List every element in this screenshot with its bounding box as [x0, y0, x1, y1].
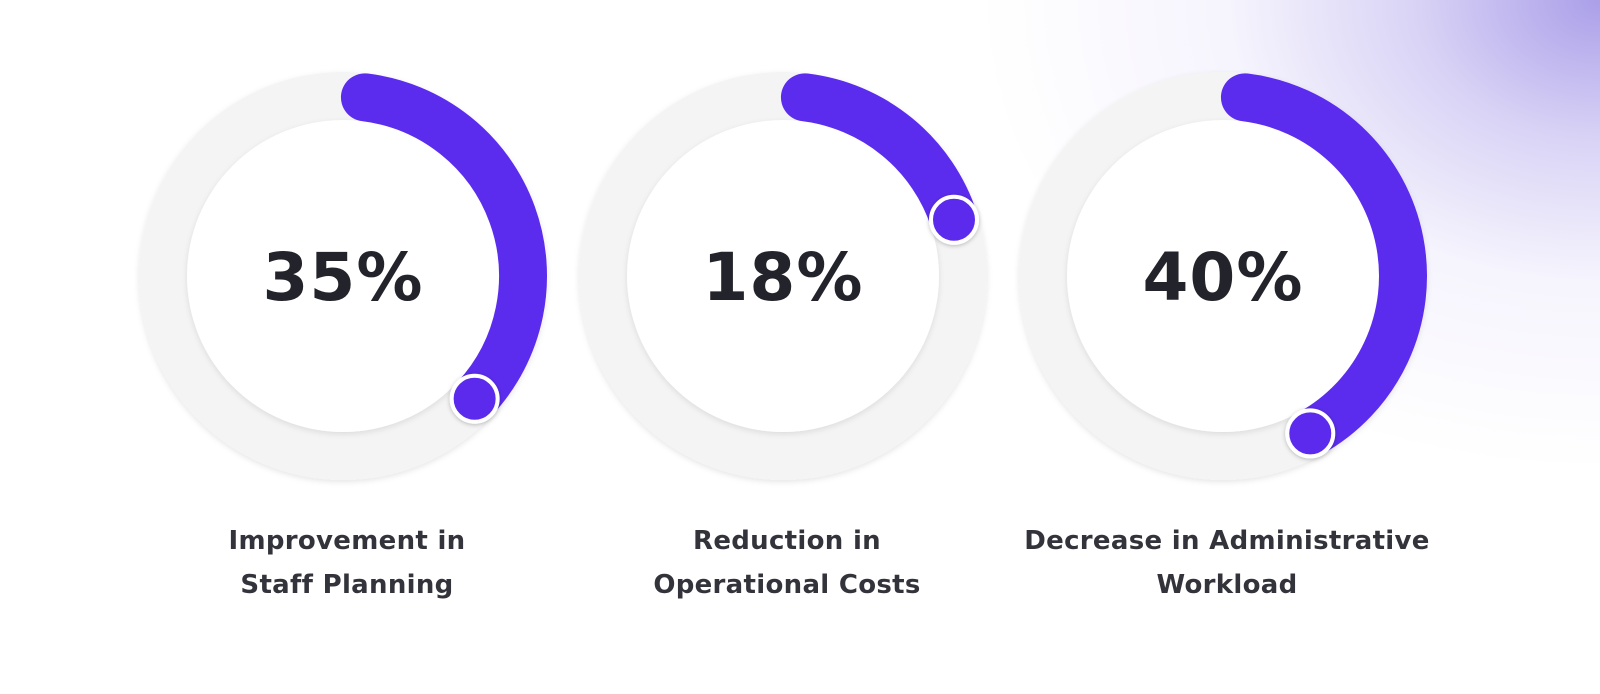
ring-progress-arc [340, 73, 547, 423]
stat-ring-reduction: 18% [579, 72, 987, 480]
stat-label-reduction: Reduction in Operational Costs [567, 519, 1007, 607]
stat-label-improvement: Improvement in Staff Planning [127, 519, 567, 607]
ring-inner-disc [627, 120, 939, 432]
ring-inner-disc [187, 120, 499, 432]
stat-value-improvement: 35% [263, 239, 424, 316]
stat-ring-decrease: 40% [1019, 72, 1427, 480]
stat-label-line: Improvement in [228, 526, 466, 556]
stat-label-decrease: Decrease in Administrative Workload [1007, 519, 1447, 607]
stat-label-line: Staff Planning [240, 570, 454, 600]
ring-progress-arc [780, 73, 978, 244]
stat-label-line: Workload [1156, 570, 1298, 600]
ring-inner-disc [1067, 120, 1379, 432]
stat-label-line: Decrease in Administrative [1024, 526, 1430, 556]
stat-label-line: Reduction in [693, 526, 881, 556]
ring-end-dot [1285, 408, 1336, 459]
stat-ring-improvement: 35% [139, 72, 547, 480]
stat-value-reduction: 18% [703, 239, 864, 316]
stat-label-line: Operational Costs [653, 570, 921, 600]
ring-end-dot [928, 194, 979, 245]
ring-end-dot [449, 373, 500, 424]
stat-value-decrease: 40% [1143, 239, 1304, 316]
ring-progress-arc [1220, 73, 1427, 458]
